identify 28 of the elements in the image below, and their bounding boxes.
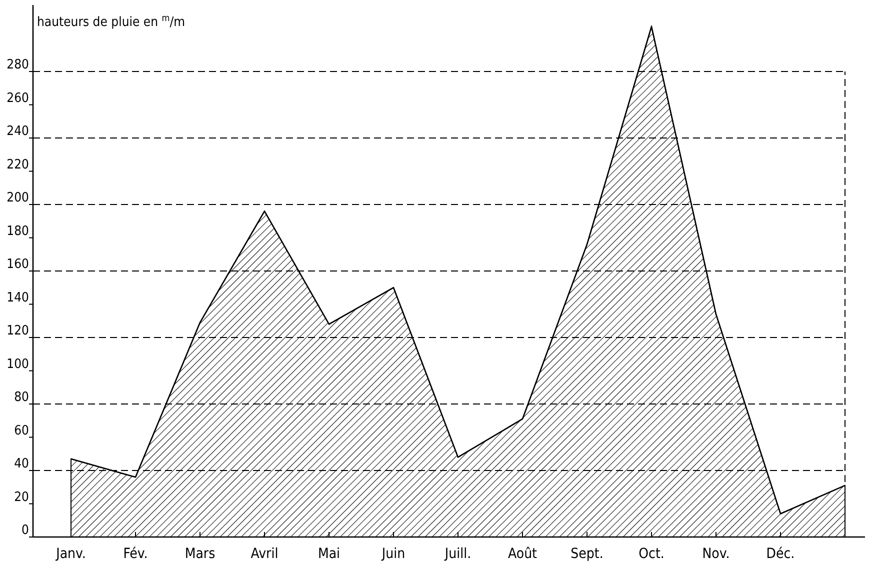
x-tick-label: Déc. [766,546,795,562]
y-tick-label: 40 [14,456,29,472]
y-tick-label: 120 [6,324,29,338]
x-tick-label: Juin [380,546,406,562]
y-tick-label: 200 [6,190,29,206]
x-tick-label: Janv. [55,546,86,562]
y-tick-label: 260 [6,90,29,106]
y-tick-label: 100 [6,356,29,372]
x-tick-label: Mars [184,546,216,562]
y-tick-label: 280 [6,58,29,72]
x-tick-label: Nov. [702,546,730,562]
y-tick-label: 20 [14,490,29,505]
y-tick-label: 60 [14,423,29,438]
x-tick-label: Avril [250,546,278,562]
x-tick-label: Mai [318,546,340,562]
x-tick-label: Sept. [570,546,604,562]
x-tick-label: Août [508,546,538,562]
y-tick-label: 0 [22,523,29,538]
x-tick-label: Oct. [638,546,664,562]
y-tick-label: 80 [14,390,29,405]
x-tick-label: Juill. [444,546,472,562]
y-tick-label: 140 [6,290,29,306]
x-tick-label: Fév. [123,546,148,562]
y-tick-label: 240 [6,124,29,139]
y-axis-title: hauteurs de pluie en $^{m}$/m [37,14,186,30]
y-tick-label: 160 [6,257,29,272]
y-tick-label: 220 [6,157,29,172]
y-tick-label: 180 [6,224,29,239]
